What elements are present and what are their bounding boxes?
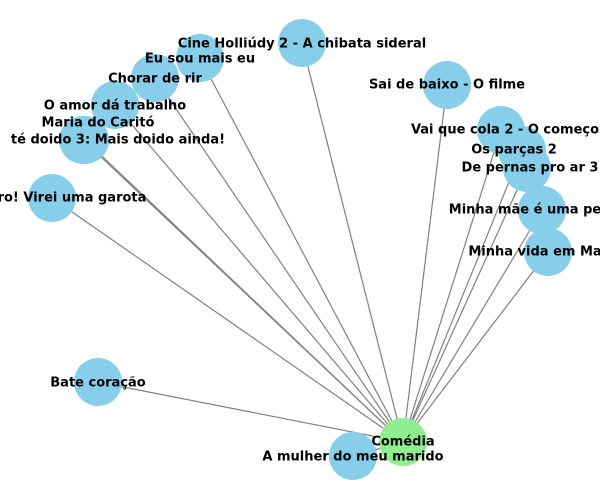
node-de-pernas-pro-ar-3[interactable]	[503, 144, 551, 192]
node-label-sai-de-baixo: Sai de baixo - O filme	[369, 78, 525, 93]
node-label-minha-vida-em-marte: Minha vida em Ma	[468, 245, 600, 260]
edge-minha-vida-em-marte	[402, 251, 549, 443]
edge-o-amor-da-trabalho	[114, 104, 404, 443]
node-label-cine-holliudy-2: Cine Holliúdy 2 - A chibata sideral	[178, 37, 426, 52]
edge-cine-holliudy-2	[301, 42, 404, 443]
node-minha-mae-e-uma-peca[interactable]	[518, 186, 566, 234]
node-label-virei-uma-garota: ro! Virei uma garota	[0, 191, 146, 206]
edge-bate-coracao	[97, 381, 404, 443]
node-label-os-parcas-2: Os parças 2	[471, 143, 557, 158]
edge-minha-mae-e-uma-peca	[402, 209, 543, 443]
node-label-de-pernas-pro-ar-3: De pernas pro ar 3	[462, 161, 599, 176]
edge-de-pernas-pro-ar-3	[402, 167, 528, 443]
node-sai-de-baixo[interactable]	[423, 61, 471, 109]
node-eu-sou-mais-eu[interactable]	[176, 34, 224, 82]
node-label-maria-do-carito: Maria do Caritó	[42, 116, 155, 131]
edge-virei-uma-garota	[51, 197, 404, 443]
node-label-o-amor-da-trabalho: O amor dá trabalho	[44, 99, 187, 114]
node-comedia[interactable]	[379, 418, 427, 466]
edge-vai-que-cola-2	[402, 129, 502, 443]
edges-layer	[51, 42, 549, 457]
node-virei-uma-garota[interactable]	[28, 174, 76, 222]
node-label-vai-que-cola-2: Vai que cola 2 - O começo	[411, 123, 599, 138]
node-cine-holliudy-2[interactable]	[278, 19, 326, 67]
edge-sai-de-baixo	[402, 84, 448, 443]
node-minha-vida-em-marte[interactable]	[524, 228, 572, 276]
node-label-bate-coracao: Bate coração	[50, 376, 146, 391]
node-chorar-de-rir[interactable]	[131, 54, 179, 102]
node-label-minha-mae-e-uma-peca: Minha mãe é uma pe	[449, 203, 600, 218]
node-label-a-mulher-do-meu-marido: A mulher do meu marido	[262, 450, 443, 465]
edge-eu-sou-mais-eu	[199, 57, 404, 443]
edge-te-doido-3	[82, 139, 404, 443]
node-label-comedia: Comédia	[371, 435, 434, 450]
edge-chorar-de-rir	[154, 77, 404, 443]
node-bate-coracao[interactable]	[74, 358, 122, 406]
node-a-mulher-do-meu-marido[interactable]	[329, 432, 377, 480]
node-label-te-doido-3: té doido 3: Mais doido ainda!	[11, 133, 225, 148]
node-te-doido-3[interactable]	[59, 116, 107, 164]
node-o-amor-da-trabalho[interactable]	[91, 81, 139, 129]
node-label-chorar-de-rir: Chorar de rir	[108, 72, 202, 87]
nodes-layer	[28, 19, 572, 480]
node-label-eu-sou-mais-eu: Eu sou mais eu	[145, 52, 255, 67]
edge-os-parcas-2	[402, 149, 523, 443]
